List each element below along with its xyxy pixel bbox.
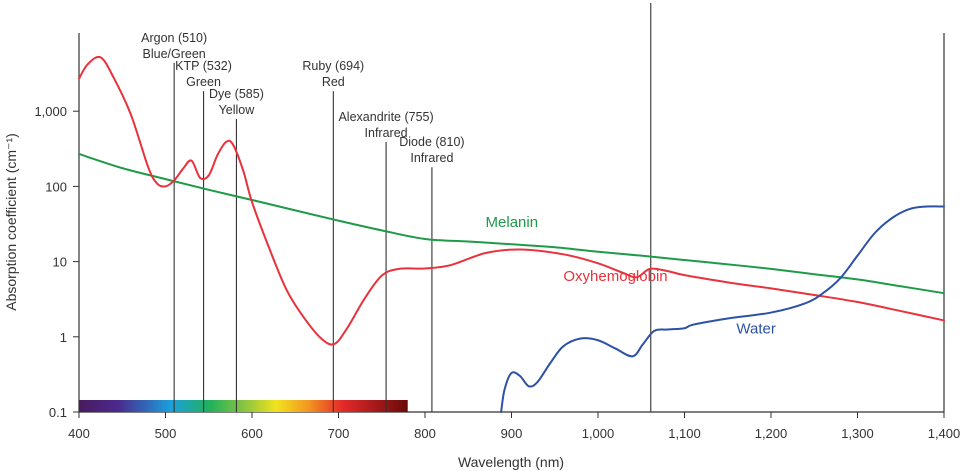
laser-name-label: Dye (585): [209, 87, 264, 101]
laser-name-label: Argon (510): [141, 31, 207, 45]
y-axis-title: Absorption coefficient (cm⁻¹): [3, 133, 19, 311]
series-labels: Melanin Oxyhemoglobin Water: [486, 214, 776, 338]
x-tick-label: 1,300: [841, 426, 874, 441]
x-tick-label: 1,200: [755, 426, 788, 441]
laser-sub-label: Infrared: [410, 151, 453, 165]
laser-sub-label: Yellow: [219, 103, 256, 117]
oxyhemoglobin-series-line: [78, 55, 945, 346]
x-tick-label: 1,100: [668, 426, 701, 441]
y-tick-label: 100: [45, 179, 67, 194]
laser-sub-label: Green: [186, 75, 221, 89]
laser-name-label: Ruby (694): [302, 59, 364, 73]
water-series-line: [500, 205, 945, 413]
x-tick-label: 700: [328, 426, 350, 441]
x-tick-label: 1,000: [582, 426, 615, 441]
water-series-label: Water: [736, 321, 775, 338]
x-tick-label: 400: [68, 426, 90, 441]
x-tick-label: 800: [414, 426, 436, 441]
x-tick-label: 500: [155, 426, 177, 441]
laser-sub-label: Blue/Green: [143, 47, 206, 61]
x-tick-label: 600: [241, 426, 263, 441]
y-ticks: 0.1 1 10 100 1,000: [34, 104, 79, 420]
laser-sub-label: Infrared: [365, 126, 408, 140]
laser-name-label: Alexandrite (755): [338, 110, 433, 124]
y-tick-label: 1: [60, 330, 67, 345]
visible-spectrum-bar: [79, 400, 408, 412]
y-tick-label: 1,000: [34, 104, 67, 119]
y-tick-label: 10: [53, 255, 67, 270]
melanin-series-line: [78, 152, 945, 295]
laser-sub-label: Red: [322, 75, 345, 89]
x-tick-label: 900: [501, 426, 523, 441]
laser-sub-label: Infrared: [629, 0, 672, 1]
melanin-series-label: Melanin: [486, 214, 539, 231]
oxyhemoglobin-series-label: Oxyhemoglobin: [563, 268, 667, 285]
x-ticks: 400 500 600 700 800 900 1,000 1,100 1,200 1,300 1,…: [68, 412, 960, 441]
laser-name-label: KTP (532): [175, 59, 232, 73]
x-axis-title: Wavelength (nm): [458, 454, 564, 470]
y-tick-label: 0.1: [49, 405, 67, 420]
series-lines: [78, 55, 945, 413]
laser-name-label: Diode (810): [399, 135, 464, 149]
x-tick-label: 1,400: [928, 426, 961, 441]
